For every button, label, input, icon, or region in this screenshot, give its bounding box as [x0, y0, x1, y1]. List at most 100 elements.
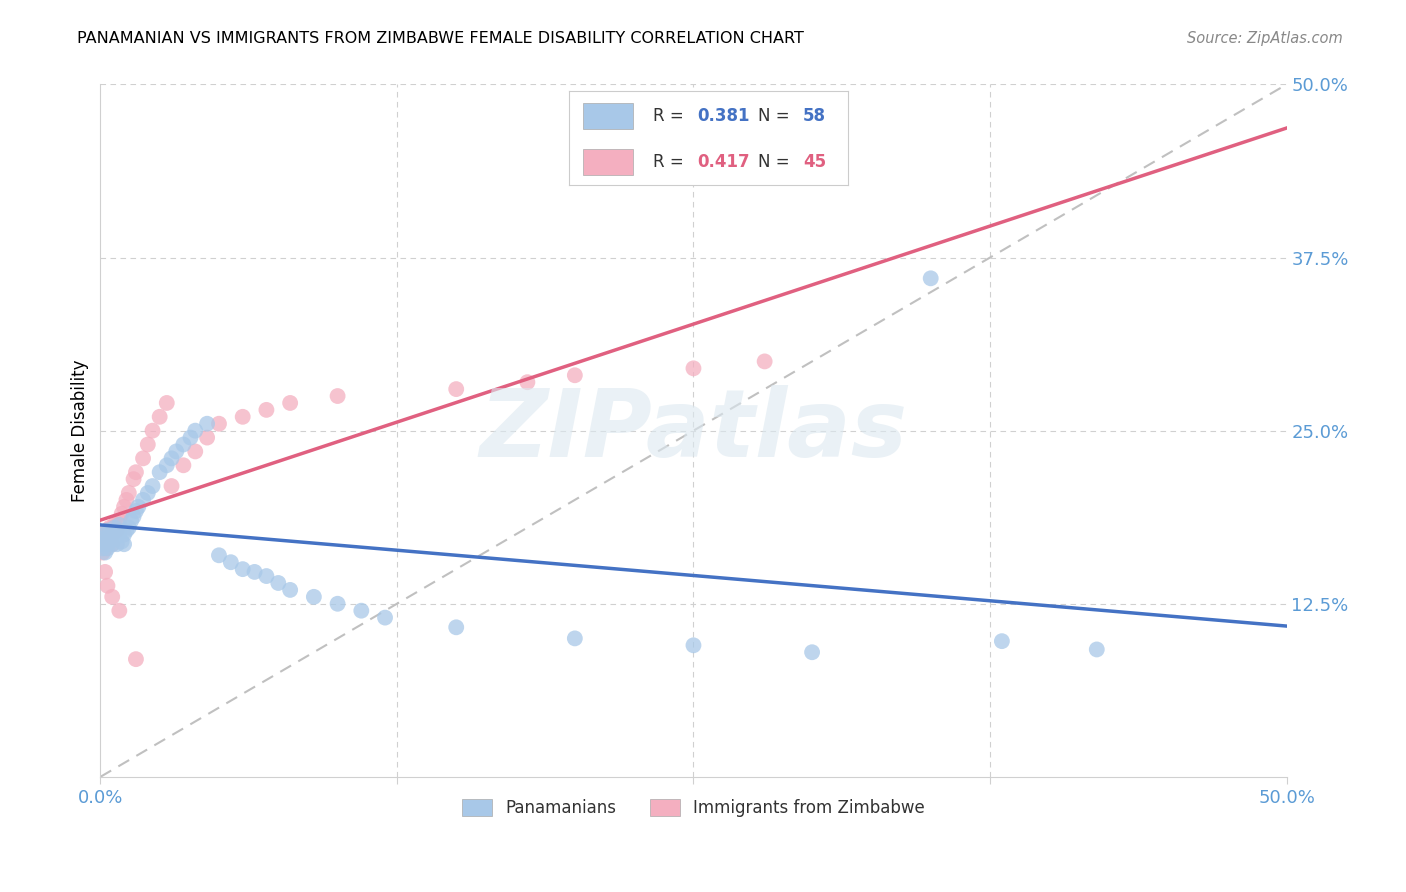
Point	[91, 545, 114, 559]
Point	[149, 465, 172, 479]
Point	[326, 389, 349, 403]
Point	[103, 532, 125, 546]
Point	[94, 537, 117, 551]
Point	[91, 537, 114, 551]
Point	[98, 526, 121, 541]
Point	[91, 537, 114, 551]
Point	[184, 444, 207, 458]
Point	[184, 424, 207, 438]
Point	[108, 517, 131, 532]
Point	[118, 520, 141, 534]
Point	[208, 549, 231, 563]
Legend: Panamanians, Immigrants from Zimbabwe: Panamanians, Immigrants from Zimbabwe	[456, 792, 932, 824]
Point	[243, 565, 266, 579]
Point	[122, 509, 145, 524]
Point	[267, 576, 290, 591]
Point	[132, 492, 155, 507]
Point	[96, 579, 118, 593]
Point	[160, 479, 183, 493]
Point	[94, 534, 117, 549]
Point	[160, 451, 183, 466]
Point	[103, 520, 125, 534]
Point	[136, 486, 159, 500]
Point	[444, 620, 467, 634]
Point	[208, 417, 231, 431]
Point	[156, 458, 179, 473]
Point	[219, 555, 242, 569]
Point	[125, 504, 148, 518]
Point	[801, 645, 824, 659]
Point	[98, 532, 121, 546]
Point	[101, 527, 124, 541]
Y-axis label: Female Disability: Female Disability	[72, 359, 89, 502]
Point	[1085, 642, 1108, 657]
Point	[105, 529, 128, 543]
Point	[156, 396, 179, 410]
Point	[105, 537, 128, 551]
Point	[232, 409, 254, 424]
Point	[682, 638, 704, 652]
Point	[115, 492, 138, 507]
Point	[101, 590, 124, 604]
Point	[302, 590, 325, 604]
Point	[141, 424, 163, 438]
Point	[94, 527, 117, 541]
Point	[754, 354, 776, 368]
Point	[105, 524, 128, 538]
Point	[98, 534, 121, 549]
Point	[96, 541, 118, 556]
Point	[96, 532, 118, 546]
Point	[101, 537, 124, 551]
Point	[108, 526, 131, 541]
Point	[122, 472, 145, 486]
Point	[374, 610, 396, 624]
Point	[165, 444, 187, 458]
Point	[232, 562, 254, 576]
Point	[94, 565, 117, 579]
Point	[141, 479, 163, 493]
Text: PANAMANIAN VS IMMIGRANTS FROM ZIMBABWE FEMALE DISABILITY CORRELATION CHART: PANAMANIAN VS IMMIGRANTS FROM ZIMBABWE F…	[77, 31, 804, 46]
Point	[172, 437, 194, 451]
Point	[118, 486, 141, 500]
Point	[94, 541, 117, 556]
Point	[682, 361, 704, 376]
Point	[111, 534, 134, 549]
Point	[564, 368, 586, 383]
Point	[112, 500, 135, 514]
Point	[111, 507, 134, 521]
Point	[516, 375, 538, 389]
Point	[96, 524, 118, 538]
Point	[326, 597, 349, 611]
Point	[132, 451, 155, 466]
Point	[125, 652, 148, 666]
Point	[179, 431, 201, 445]
Point	[94, 527, 117, 541]
Point	[115, 524, 138, 538]
Point	[94, 545, 117, 559]
Point	[108, 604, 131, 618]
Point	[564, 632, 586, 646]
Point	[278, 396, 301, 410]
Point	[91, 532, 114, 546]
Point	[103, 517, 125, 532]
Point	[101, 527, 124, 541]
Point	[112, 537, 135, 551]
Point	[91, 532, 114, 546]
Point	[172, 458, 194, 473]
Point	[98, 520, 121, 534]
Point	[112, 527, 135, 541]
Point	[350, 604, 373, 618]
Text: ZIPatlas: ZIPatlas	[479, 384, 907, 476]
Point	[991, 634, 1014, 648]
Point	[136, 437, 159, 451]
Point	[195, 431, 218, 445]
Point	[127, 500, 149, 514]
Point	[195, 417, 218, 431]
Point	[108, 514, 131, 528]
Point	[278, 582, 301, 597]
Point	[149, 409, 172, 424]
Text: Source: ZipAtlas.com: Source: ZipAtlas.com	[1187, 31, 1343, 46]
Point	[254, 569, 277, 583]
Point	[125, 465, 148, 479]
Point	[120, 514, 142, 528]
